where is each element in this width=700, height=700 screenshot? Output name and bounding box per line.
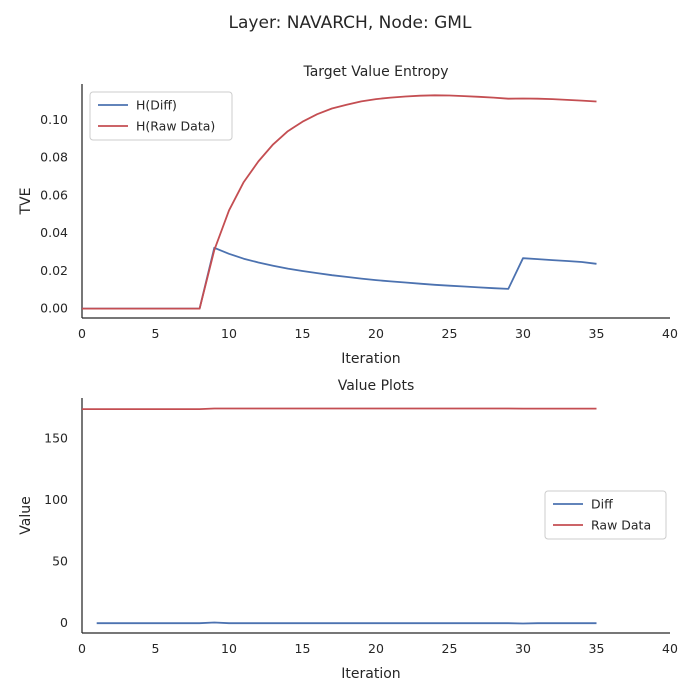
y-axis-label: TVE — [18, 188, 34, 216]
x-tick-label: 10 — [221, 641, 237, 656]
x-tick-label: 40 — [662, 641, 678, 656]
legend-label: Raw Data — [591, 518, 651, 533]
y-axis-label: Value — [18, 496, 34, 534]
x-tick-label: 30 — [515, 641, 531, 656]
y-tick-label: 0.04 — [40, 225, 68, 240]
y-tick-label: 100 — [44, 492, 68, 507]
y-tick-label: 0.10 — [40, 112, 68, 127]
y-tick-label: 0.02 — [40, 263, 68, 278]
panel-2: Value Plots 0 5 10 15 20 25 30 35 40 0 50 100 150 Iter… — [18, 378, 678, 682]
panel-title: Value Plots — [338, 378, 415, 394]
legend-label: Diff — [591, 497, 613, 512]
legend: H(Diff) H(Raw Data) — [89, 91, 233, 141]
x-axis-label: Iteration — [341, 666, 400, 682]
series-line-2 — [82, 94, 597, 310]
x-tick-label: 5 — [152, 641, 160, 656]
legend-box — [89, 91, 233, 141]
figure-title: Layer: NAVARCH, Node: GML — [229, 13, 472, 33]
series-line-2 — [82, 407, 597, 411]
x-tick-label: 20 — [368, 641, 384, 656]
y-tick-label: 0.00 — [40, 301, 68, 316]
y-tick-label: 150 — [44, 431, 68, 446]
y-tick-label: 0 — [60, 615, 68, 630]
series-line-1 — [96, 621, 597, 625]
x-tick-label: 35 — [589, 641, 605, 656]
x-tick-label: 0 — [78, 641, 86, 656]
x-tick-label: 35 — [589, 326, 605, 341]
y-tick-label: 0.06 — [40, 187, 68, 202]
y-tick-label: 50 — [52, 554, 68, 569]
x-tick-label: 30 — [515, 326, 531, 341]
x-tick-label: 10 — [221, 326, 237, 341]
x-tick-label: 5 — [152, 326, 160, 341]
x-tick-label: 40 — [662, 326, 678, 341]
legend-box — [544, 490, 667, 540]
legend-label: H(Diff) — [136, 98, 177, 113]
series-line-1 — [82, 246, 597, 310]
x-axis-label: Iteration — [341, 351, 400, 367]
x-tick-label: 25 — [442, 326, 458, 341]
legend: Diff Raw Data — [544, 490, 667, 540]
x-tick-label: 15 — [295, 641, 311, 656]
panel-title: Target Value Entropy — [302, 64, 448, 80]
x-tick-label: 15 — [295, 326, 311, 341]
x-tick-label: 25 — [442, 641, 458, 656]
panel-1: Target Value Entropy 0 5 10 15 20 25 30 35 40 0.00… — [18, 64, 678, 367]
x-tick-label: 0 — [78, 326, 86, 341]
legend-label: H(Raw Data) — [136, 119, 215, 134]
y-tick-label: 0.08 — [40, 150, 68, 165]
x-tick-label: 20 — [368, 326, 384, 341]
